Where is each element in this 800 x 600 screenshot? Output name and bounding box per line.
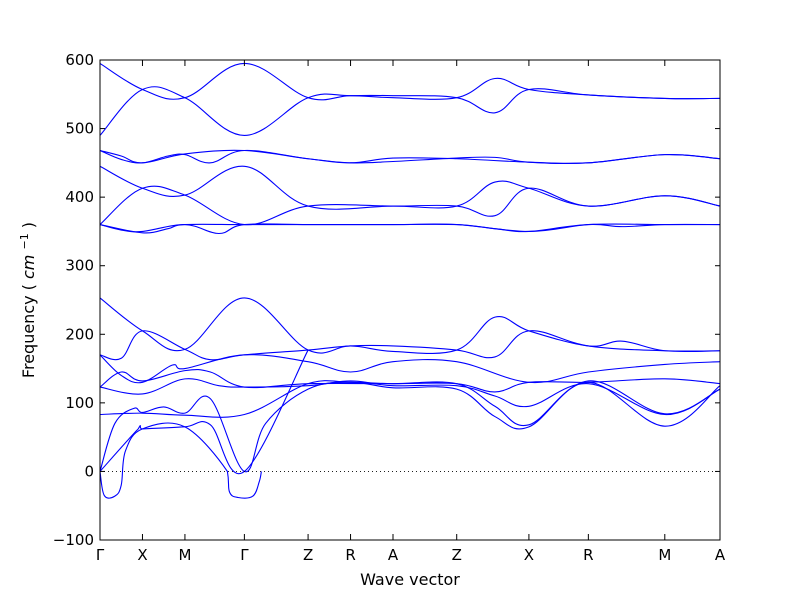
band-line-16: [99, 349, 309, 475]
x-axis-label: Wave vector: [360, 570, 460, 589]
band-line-13: [99, 378, 721, 416]
band-line-2: [99, 86, 721, 136]
band-lines: [99, 62, 721, 499]
y-tick-label-5: 400: [65, 188, 94, 206]
band-line-6: [99, 185, 721, 226]
x-tick-label-9: R: [583, 546, 593, 564]
x-tick-label-11: A: [715, 546, 726, 564]
x-tick-label-7: Z: [452, 546, 462, 564]
band-line-4: [99, 149, 721, 165]
y-tick-label-3: 200: [65, 325, 94, 343]
band-line-8: [99, 223, 720, 234]
y-tick-label-1: 0: [84, 462, 94, 480]
y-axis-label-open-paren: (: [19, 284, 38, 290]
y-tick-label-7: 600: [65, 51, 94, 69]
band-line-14: [99, 380, 721, 427]
x-tick-label-5: R: [345, 546, 355, 564]
band-line-15: [99, 380, 721, 472]
x-tick-label-10: M: [658, 546, 671, 564]
y-axis-label-text: Frequency: [19, 295, 38, 378]
x-tick-label-6: A: [388, 546, 399, 564]
y-tick-label-0: −100: [53, 531, 94, 549]
y-axis-label: Frequency ( cm −1 ): [18, 222, 39, 378]
y-axis-label-close-paren: ): [19, 222, 38, 228]
y-tick-label-6: 500: [65, 120, 94, 138]
x-tick-label-0: Γ: [96, 546, 105, 564]
x-tick-label-2: M: [178, 546, 191, 564]
y-axis-label-unit: cm: [19, 255, 38, 279]
x-tick-label-4: Z: [303, 546, 313, 564]
band-line-10: [99, 330, 721, 361]
x-tick-label-3: Γ: [240, 546, 249, 564]
y-ticks: −100 0 100 200 300 400 500 600: [53, 51, 720, 549]
y-tick-label-2: 100: [65, 394, 94, 412]
band-line-9: [99, 297, 721, 354]
band-line-17: [99, 422, 262, 499]
y-axis-label-unit-exponent: −1: [18, 233, 31, 249]
plot-frame: [99, 59, 721, 541]
x-tick-label-8: X: [524, 546, 534, 564]
x-tick-label-1: X: [137, 546, 147, 564]
y-tick-label-4: 300: [65, 257, 94, 275]
